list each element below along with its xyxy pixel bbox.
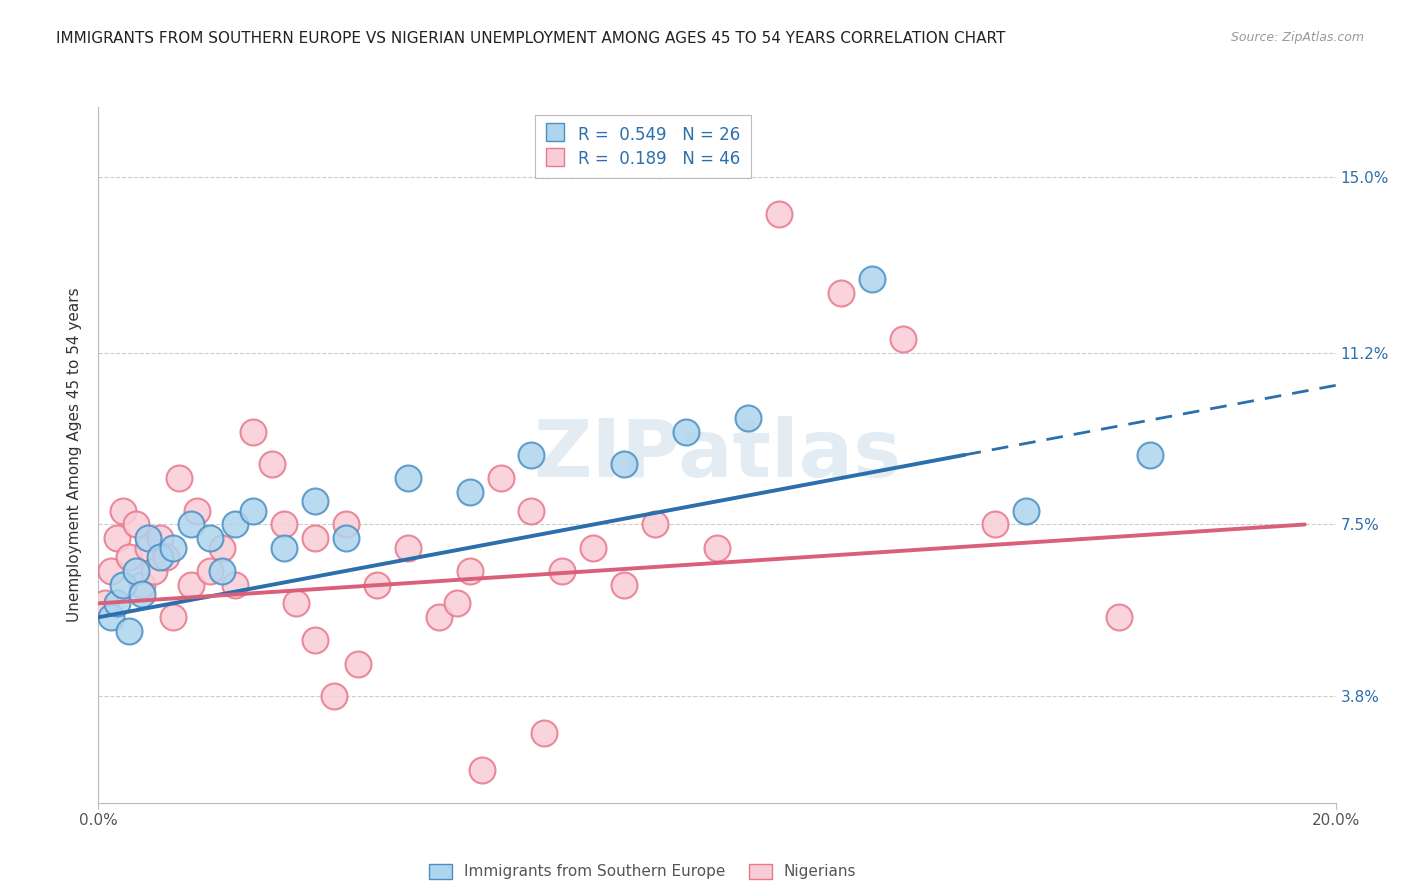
Point bbox=[131, 587, 153, 601]
Point bbox=[198, 564, 221, 578]
Point bbox=[118, 624, 141, 639]
Point bbox=[396, 471, 419, 485]
Point bbox=[105, 596, 128, 610]
Point bbox=[396, 541, 419, 555]
Point bbox=[706, 541, 728, 555]
Point bbox=[335, 517, 357, 532]
Point bbox=[458, 485, 481, 500]
Point bbox=[322, 689, 344, 703]
Point bbox=[211, 564, 233, 578]
Point bbox=[1139, 448, 1161, 462]
Point bbox=[180, 578, 202, 592]
Point bbox=[143, 564, 166, 578]
Point bbox=[830, 285, 852, 300]
Point bbox=[446, 596, 468, 610]
Point bbox=[112, 578, 135, 592]
Point bbox=[105, 532, 128, 546]
Text: ZIPatlas: ZIPatlas bbox=[533, 416, 901, 494]
Point bbox=[100, 610, 122, 624]
Point bbox=[167, 471, 190, 485]
Point bbox=[112, 503, 135, 517]
Point bbox=[304, 494, 326, 508]
Point bbox=[260, 457, 283, 471]
Point bbox=[520, 448, 543, 462]
Point bbox=[224, 578, 246, 592]
Legend: Immigrants from Southern Europe, Nigerians: Immigrants from Southern Europe, Nigeria… bbox=[423, 857, 862, 886]
Point bbox=[198, 532, 221, 546]
Point bbox=[224, 517, 246, 532]
Point bbox=[366, 578, 388, 592]
Point bbox=[124, 517, 146, 532]
Point bbox=[768, 207, 790, 221]
Point bbox=[304, 633, 326, 648]
Text: IMMIGRANTS FROM SOUTHERN EUROPE VS NIGERIAN UNEMPLOYMENT AMONG AGES 45 TO 54 YEA: IMMIGRANTS FROM SOUTHERN EUROPE VS NIGER… bbox=[56, 31, 1005, 46]
Point bbox=[155, 549, 177, 564]
Point bbox=[211, 541, 233, 555]
Point bbox=[458, 564, 481, 578]
Point bbox=[335, 532, 357, 546]
Point bbox=[118, 549, 141, 564]
Point bbox=[471, 764, 494, 778]
Point bbox=[149, 549, 172, 564]
Point bbox=[984, 517, 1007, 532]
Point bbox=[582, 541, 605, 555]
Point bbox=[489, 471, 512, 485]
Y-axis label: Unemployment Among Ages 45 to 54 years: Unemployment Among Ages 45 to 54 years bbox=[66, 287, 82, 623]
Point bbox=[162, 541, 184, 555]
Text: Source: ZipAtlas.com: Source: ZipAtlas.com bbox=[1230, 31, 1364, 45]
Point bbox=[891, 332, 914, 346]
Point bbox=[273, 517, 295, 532]
Point bbox=[100, 564, 122, 578]
Point bbox=[737, 410, 759, 425]
Point bbox=[131, 578, 153, 592]
Point bbox=[551, 564, 574, 578]
Point bbox=[186, 503, 208, 517]
Point bbox=[180, 517, 202, 532]
Point bbox=[675, 425, 697, 439]
Point bbox=[613, 457, 636, 471]
Point bbox=[533, 726, 555, 740]
Point bbox=[427, 610, 450, 624]
Point bbox=[136, 532, 159, 546]
Point bbox=[149, 532, 172, 546]
Point bbox=[136, 541, 159, 555]
Point bbox=[162, 610, 184, 624]
Point bbox=[347, 657, 370, 671]
Point bbox=[1108, 610, 1130, 624]
Point bbox=[860, 271, 883, 285]
Point bbox=[124, 564, 146, 578]
Point bbox=[613, 578, 636, 592]
Point bbox=[644, 517, 666, 532]
Point bbox=[242, 503, 264, 517]
Point bbox=[273, 541, 295, 555]
Point bbox=[304, 532, 326, 546]
Point bbox=[242, 425, 264, 439]
Point bbox=[520, 503, 543, 517]
Point bbox=[1015, 503, 1038, 517]
Point bbox=[285, 596, 308, 610]
Point bbox=[93, 596, 115, 610]
